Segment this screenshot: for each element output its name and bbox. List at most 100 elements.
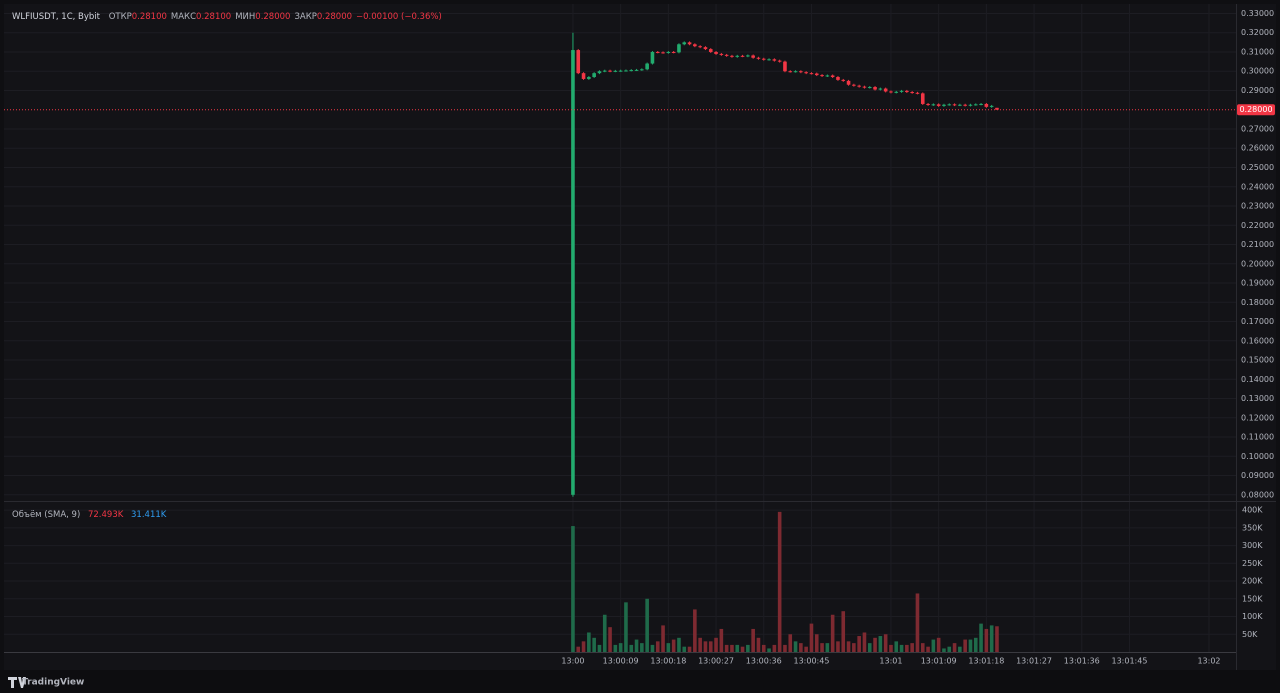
volume-bar [677,637,681,652]
volume-bar [671,639,676,652]
candle-body [671,51,676,53]
y-tick-label: 0.16000 [1241,336,1274,345]
symbol: WLFIUSDT, 1С, Bybit [12,12,101,22]
candle-body [592,73,596,78]
volume-bar [836,641,840,652]
candle-body [724,54,729,56]
volume-bar [814,634,819,652]
y-tick-label: 0.23000 [1241,202,1274,211]
volume-bar [920,643,925,652]
candle-body [931,104,936,106]
candle-body [905,90,909,93]
volume-bar [618,643,623,652]
volume-bar [634,639,639,652]
candle-body [936,104,941,106]
x-tick-label: 13:01:45 [1111,657,1147,666]
x-tick-label: 13:01 [879,657,902,666]
change: −0.00100 (−0.36%) [356,12,442,22]
candle-body [735,55,740,57]
candle-body [655,51,660,53]
volume-bar [608,627,612,652]
candle-body [984,103,989,107]
volume-bar [804,646,808,652]
candle-body [862,86,867,88]
y-tick-label: 0.10000 [1241,452,1274,461]
candle-body [624,70,628,72]
volume-bar [767,648,771,652]
candle-body [804,72,808,74]
candle-body [597,71,602,74]
candle-body [973,104,978,106]
candle-body [756,57,761,59]
candle-body [873,87,877,90]
volume-tick-label: 200K [1242,577,1263,586]
volume-bar [666,643,671,652]
candle-body [894,91,899,93]
candle-body [751,55,755,58]
volume-bar [825,643,830,652]
candle-body [841,79,846,81]
volume-bar [846,641,851,652]
volume-sma: 31.411K [131,510,167,520]
volume-bar [693,609,697,652]
candle-body [799,71,803,73]
candle-body [777,60,782,62]
candle-body [958,104,962,106]
candle-body [634,69,639,71]
volume-bar [931,639,936,652]
x-tick-label: 13:01:27 [1016,657,1052,666]
x-tick-label: 13:00:18 [650,657,686,666]
ohlc-value: 0.28000 [255,12,290,22]
candle-body [926,103,930,105]
volume-bar [629,644,634,652]
volume-bar [581,641,586,652]
x-tick-label: 13:02 [1197,657,1220,666]
volume-bar [952,643,957,652]
candle-body [783,61,787,72]
candle-body [650,51,655,64]
y-tick-label: 0.19000 [1241,279,1274,288]
y-tick-label: 0.25000 [1241,163,1274,172]
volume-bar [883,634,888,652]
volume-bar [735,644,740,652]
volume-bar [645,598,649,652]
x-tick-label: 13:00:27 [698,657,734,666]
volume-bar [878,636,883,652]
volume-bar [873,637,877,652]
y-tick-label: 0.32000 [1241,28,1274,37]
volume-tick-label: 50K [1242,630,1258,639]
y-tick-label: 0.12000 [1241,413,1274,422]
candle-body [767,59,771,61]
candle-body [666,51,671,53]
volume-title: Объём (SMA, 9) [12,510,80,520]
x-tick-label: 13:00:09 [603,657,639,666]
volume-bar [602,614,607,652]
volume-bar [889,644,893,652]
volume-tick-label: 150K [1242,594,1263,603]
candle-body [809,73,814,75]
volume-bar [661,625,665,652]
brand[interactable]: TradingView [22,678,84,688]
candle-body [719,53,724,55]
candle-body [989,105,994,107]
volume-bar [587,632,591,652]
candle-body [730,55,734,57]
candle-body [947,104,952,106]
volume-bar [724,644,729,652]
volume-bar [650,644,655,652]
ohlc-value: 0.28000 [317,12,352,22]
volume-bar [761,644,766,652]
y-tick-label: 0.13000 [1241,394,1274,403]
ohlc-name: ОТКР [109,12,132,22]
candle-body [883,88,888,92]
candle-body [915,92,920,94]
volume-bar [968,639,973,652]
candle-body [708,49,713,52]
volume-bar [708,641,713,652]
ohlc-name: МАКС [171,12,196,22]
volume-bar [655,641,660,652]
last-price-box [1237,104,1275,116]
candle-body [740,55,745,57]
volume-bar [979,623,983,652]
